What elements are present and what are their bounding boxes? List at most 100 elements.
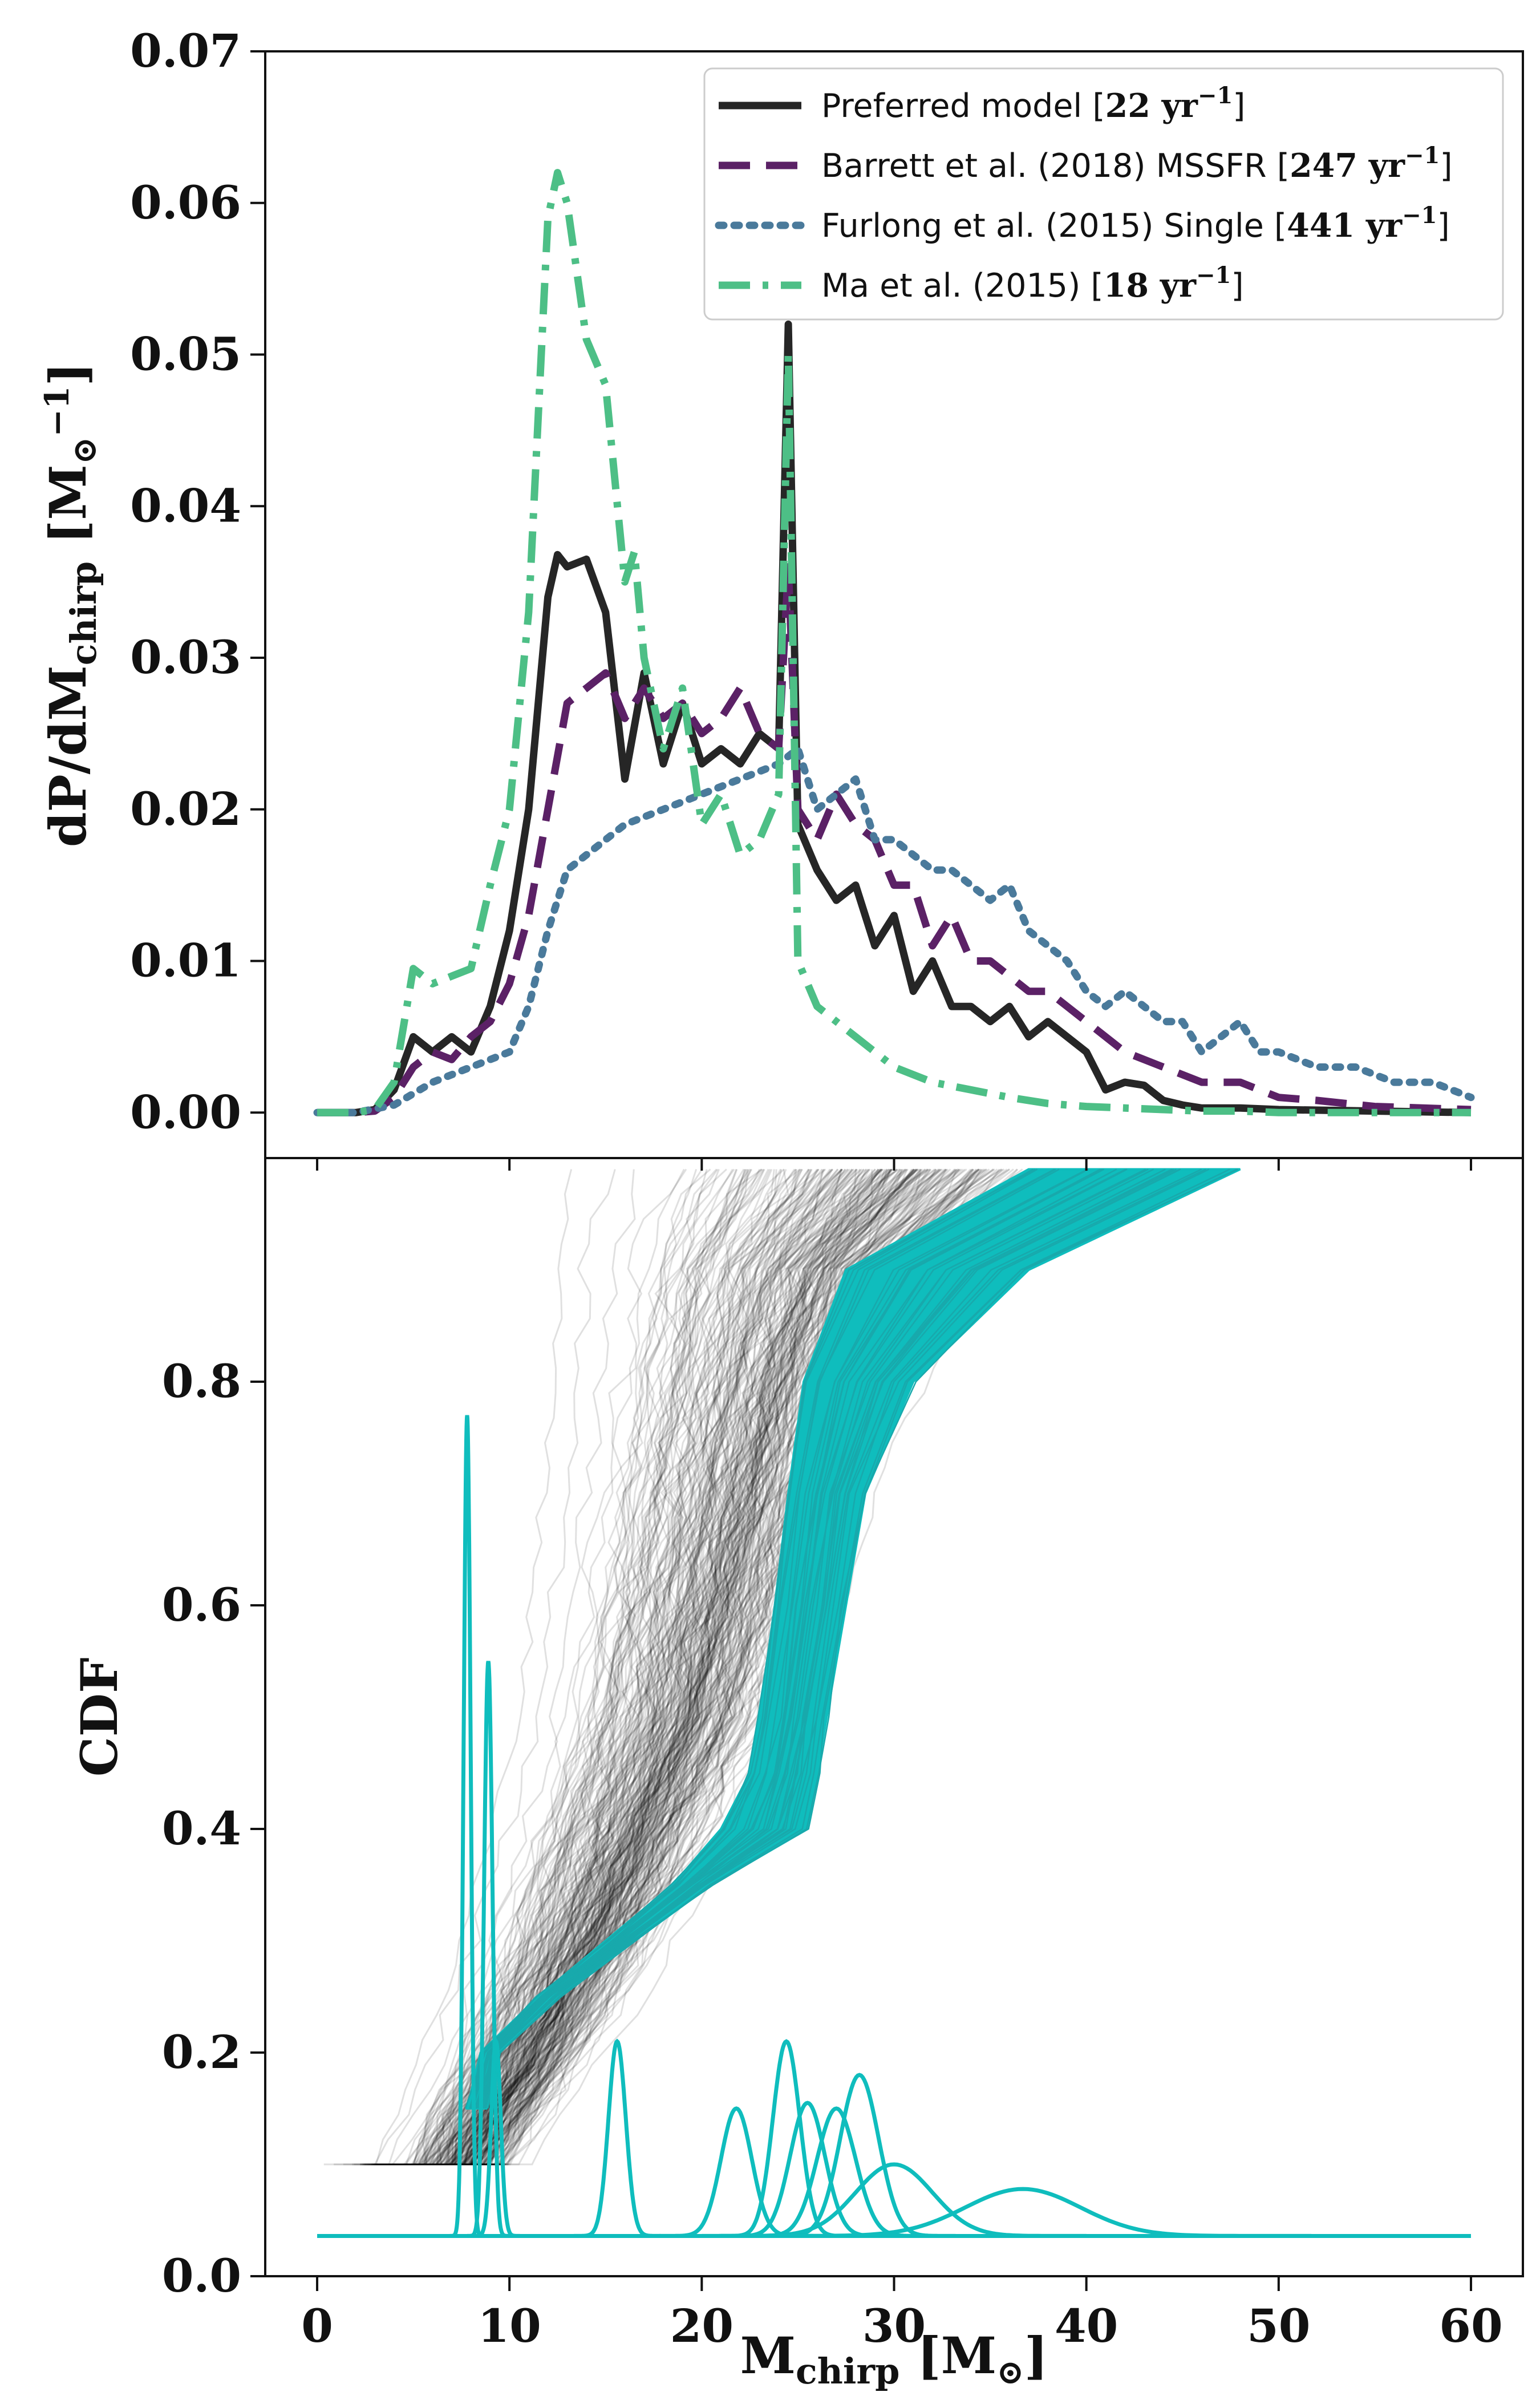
bottom-xtick-label: 60	[1439, 2299, 1502, 2353]
cdf-line-black	[415, 1168, 891, 2166]
cdf-line-black	[418, 1168, 915, 2166]
xlabel-main: M	[740, 2326, 796, 2385]
cdf-line-black	[383, 1169, 783, 2166]
cdf-line-black	[412, 1168, 890, 2166]
xlabel-sub: chirp	[796, 2350, 899, 2392]
cdf-line-black	[417, 1168, 906, 2166]
cdf-line-black	[420, 1168, 918, 2166]
cdf-line-black	[426, 1168, 948, 2166]
xlabel-close: ]	[1024, 2326, 1048, 2385]
legend-label-2: Furlong et al. (2015) Single [441 yr−1]	[821, 202, 1450, 245]
cdf-line-black	[418, 1169, 903, 2166]
cdf-line-black	[414, 1168, 898, 2166]
legend-label-text: Barrett et al. (2018) MSSFR [	[821, 147, 1290, 185]
cdf-line-black	[334, 1169, 616, 2166]
legend-label-text: Furlong et al. (2015) Single [	[821, 207, 1287, 245]
bottom-ytick-label: 0.6	[162, 1578, 241, 1632]
cdf-line-black	[424, 1168, 943, 2166]
cdf-line-black	[419, 1169, 908, 2166]
cdf-band-cyan-lines	[464, 1168, 1239, 2109]
top-ytick-label: 0.03	[130, 630, 241, 684]
cdf-line-black	[387, 1168, 802, 2166]
top-ylabel-unit-sup: −1	[38, 386, 76, 437]
top-ylabel-sub: chirp	[63, 561, 104, 665]
legend-label-close: ]	[1437, 207, 1450, 245]
cdf-line-black	[415, 1168, 891, 2166]
legend-label-rate: 18 yr	[1104, 266, 1197, 305]
cdf-line-black	[383, 1169, 777, 2166]
cdf-line-cyan	[484, 1168, 1202, 2109]
bottom-ylabel: CDF	[70, 1658, 129, 1777]
cdf-line-black	[406, 1168, 870, 2166]
cdf-line-black	[376, 1168, 765, 2166]
axes: 0.00 0.01 0.02 0.03 0.04 0.05 0.06 0.07 0.0 0.2 0.…	[38, 24, 1524, 2392]
cdf-line-black	[407, 1168, 884, 2166]
cdf-line-black	[413, 1168, 893, 2166]
cdf-line-black	[408, 1168, 882, 2166]
cdf-line-black	[424, 1168, 941, 2166]
bottom-ytick-label: 0.8	[162, 1354, 241, 1408]
top-ylabel-unit-sub: ⊙	[65, 437, 104, 465]
top-ytick-label: 0.05	[130, 327, 241, 381]
cdf-line-black	[384, 1168, 787, 2166]
bottom-xtick-label: 20	[670, 2299, 733, 2353]
cdf-line-black	[422, 1168, 921, 2166]
cdf-line-black	[375, 1168, 760, 2166]
cdf-line-black	[410, 1168, 880, 2166]
cdf-line-black	[419, 1168, 915, 2166]
cdf-line-black	[419, 1168, 913, 2166]
cdf-line-black	[416, 1168, 903, 2166]
cdf-line-black	[376, 1168, 771, 2166]
cdf-line-black	[362, 1169, 708, 2166]
cdf-line-black	[411, 1168, 893, 2166]
top-ytick-label: 0.07	[130, 24, 241, 78]
legend: Preferred model [22 yr−1]Barrett et al. …	[703, 67, 1504, 321]
cdf-line-cyan	[469, 1168, 1038, 2109]
bottom-xtick-label: 40	[1055, 2299, 1118, 2353]
cdf-line-black	[415, 1168, 902, 2166]
cdf-line-black	[412, 1168, 890, 2166]
cdf-line-black	[417, 1168, 917, 2166]
cdf-line-black	[420, 1168, 929, 2166]
cdf-line-black	[405, 1169, 861, 2166]
cdf-line-black	[410, 1168, 880, 2166]
cdf-line-black	[418, 1168, 919, 2166]
cdf-line-black	[424, 1168, 942, 2166]
cdf-line-black	[424, 1168, 931, 2166]
cdf-line-black	[376, 1169, 752, 2166]
cdf-line-black	[423, 1168, 929, 2166]
top-ytick-label: 0.02	[130, 782, 241, 836]
cdf-line-black	[402, 1168, 857, 2166]
legend-label-close: ]	[1231, 267, 1243, 305]
cdf-line-black	[412, 1168, 900, 2166]
cdf-line-black	[416, 1168, 906, 2166]
cdf-line-black	[360, 1168, 703, 2166]
cdf-line-black	[415, 1168, 898, 2166]
top-ytick-label: 0.06	[130, 176, 241, 229]
cdf-line-black	[375, 1168, 762, 2166]
cdf-line-black	[419, 1168, 922, 2166]
cdf-line-black	[389, 1169, 803, 2166]
cdf-line-black	[426, 1168, 937, 2166]
cdf-line-cyan	[485, 1168, 1239, 2109]
legend-label-1: Barrett et al. (2018) MSSFR [247 yr−1]	[821, 142, 1453, 185]
bottom-ytick-label: 0.2	[162, 2025, 241, 2079]
cdf-line-black	[382, 1169, 775, 2166]
cdf-line-cyan	[464, 1168, 1034, 2109]
cdf-line-black	[388, 1168, 809, 2166]
cdf-line-black	[412, 1168, 893, 2166]
legend-box	[703, 67, 1504, 321]
cdf-line-black	[385, 1168, 801, 2166]
cdf-line-black	[419, 1168, 918, 2166]
legend-label-sup: −1	[1402, 202, 1437, 229]
cdf-line-cyan	[469, 1168, 1060, 2109]
cdf-line-black	[411, 1168, 898, 2166]
cdf-line-black	[411, 1168, 889, 2166]
cdf-line-black	[323, 1169, 573, 2166]
cdf-line-black	[418, 1168, 914, 2166]
series-line-3	[317, 169, 1471, 1116]
cdf-line-black	[385, 1169, 789, 2166]
cdf-line-black	[416, 1168, 901, 2166]
cdf-line-black	[371, 1168, 745, 2166]
